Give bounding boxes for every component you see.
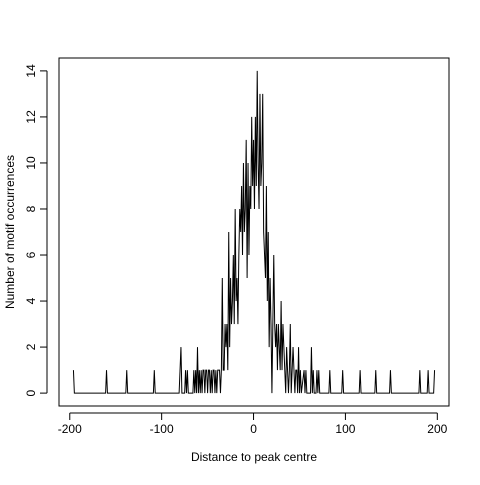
y-axis-label: Number of motif occurrences bbox=[3, 155, 17, 309]
y-tick-label: 0 bbox=[24, 389, 38, 396]
y-tick-label: 14 bbox=[24, 64, 38, 78]
y-tick-label: 2 bbox=[24, 343, 38, 350]
x-axis-label: Distance to peak centre bbox=[191, 450, 317, 464]
y-tick-label: 8 bbox=[24, 205, 38, 212]
x-tick-label: 100 bbox=[335, 422, 355, 436]
x-tick-label: 0 bbox=[250, 422, 257, 436]
plot-box bbox=[58, 57, 450, 407]
y-tick-label: 4 bbox=[24, 297, 38, 304]
y-tick-label: 10 bbox=[24, 156, 38, 170]
data-line bbox=[72, 70, 436, 394]
y-tick-label: 6 bbox=[24, 251, 38, 258]
y-tick-label: 12 bbox=[24, 110, 38, 124]
x-tick-label: 200 bbox=[427, 422, 447, 436]
x-tick-label: -200 bbox=[58, 422, 82, 436]
x-tick-label: -100 bbox=[150, 422, 174, 436]
